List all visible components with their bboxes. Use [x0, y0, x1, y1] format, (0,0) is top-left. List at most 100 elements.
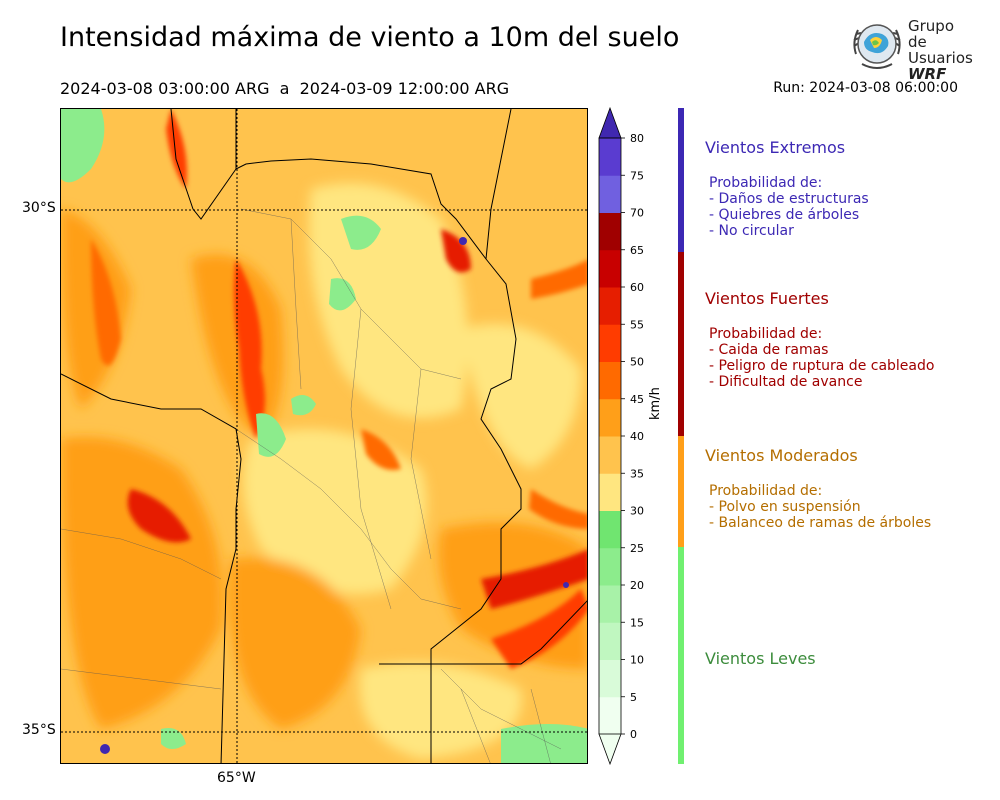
logo-line2: Usuarios	[908, 49, 973, 67]
logo-line1: Grupo de	[908, 17, 954, 51]
colorbar-segment	[599, 361, 621, 400]
colorbar-segment	[599, 585, 621, 623]
category-light-title: Vientos Leves	[705, 649, 816, 668]
category-moderate-line: - Balanceo de ramas de árboles	[709, 515, 932, 531]
boundary-south	[379, 600, 587, 665]
green-patch-andes	[256, 413, 286, 457]
boundary-east	[485, 109, 512, 260]
colorbar-tick-label: 10	[630, 654, 644, 667]
colorbar-tick-label: 15	[630, 616, 644, 629]
colorbar-tick-label: 45	[630, 393, 644, 406]
category-moderate-line: Probabilidad de:	[709, 483, 823, 499]
category-strong: Vientos Fuertes Probabilidad de: - Caida…	[705, 289, 934, 390]
colorbar-svg: 0 5 10 15 20 25 30 35 40 45 50 55 60 65 70 75 80	[598, 106, 644, 766]
red-streak-southwest	[127, 489, 191, 543]
colorbar-segment	[599, 436, 621, 474]
green-patch-south	[161, 728, 186, 749]
light-zone-south	[359, 662, 522, 759]
colorbar-extend-high	[598, 106, 622, 139]
model-run-time: Run: 2024-03-08 06:00:00	[773, 80, 958, 96]
boundary-andes	[170, 109, 522, 763]
colorbar-tick-label: 30	[630, 505, 644, 518]
colorbar-segment	[599, 212, 621, 251]
wind-field	[61, 109, 587, 763]
red-streak-centre	[361, 429, 401, 470]
colorbar-tick-label: 55	[630, 318, 644, 331]
green-patch-north2	[329, 278, 356, 311]
legend-bar-light	[678, 547, 684, 764]
category-extreme-line: - No circular	[709, 223, 794, 239]
category-extreme-line: Probabilidad de:	[709, 175, 823, 191]
globe-wreath-icon	[853, 24, 901, 69]
category-extreme-title: Vientos Extremos	[705, 138, 846, 157]
colorbar-segment	[599, 696, 621, 735]
green-patch-centre	[291, 395, 316, 416]
red-streak-north	[166, 109, 187, 189]
colorbar-tick-label: 70	[630, 207, 644, 220]
category-strong-title: Vientos Fuertes	[705, 289, 829, 308]
colorbar-segment	[599, 175, 621, 213]
colorbar-tick-label: 60	[630, 281, 644, 294]
extreme-wind-spot-1	[459, 237, 467, 245]
category-strong-body: Probabilidad de: - Caida de ramas - Peli…	[705, 326, 934, 390]
lat-label-30s: 30°S	[22, 200, 56, 216]
category-moderate-body: Probabilidad de: - Polvo en suspensión -…	[705, 483, 931, 531]
category-extreme: Vientos Extremos Probabilidad de: - Daño…	[705, 138, 869, 239]
colorbar-segment	[599, 622, 621, 660]
chart-title: Intensidad máxima de viento a 10m del su…	[60, 22, 680, 53]
colorbar-tick-label: 25	[630, 542, 644, 555]
colorbar-tick-label: 5	[630, 691, 637, 704]
wind-map[interactable]	[60, 108, 588, 764]
colorbar-tick-label: 40	[630, 430, 644, 443]
category-extreme-line: - Quiebres de árboles	[709, 207, 860, 223]
category-strong-line: - Dificultad de avance	[709, 374, 863, 390]
legend-bar-extreme	[678, 108, 684, 252]
colorbar-tick-label: 80	[630, 132, 644, 145]
red-streak-southeast2	[529, 489, 587, 529]
category-moderate-title: Vientos Moderados	[705, 446, 858, 465]
extreme-wind-spot-2	[563, 582, 569, 588]
colorbar-extend-low	[598, 733, 622, 766]
strong-zone-southwest	[61, 437, 223, 729]
green-patch-northwest	[61, 109, 105, 183]
colorbar-tick-label: 0	[630, 728, 637, 741]
colorbar-segment	[599, 324, 621, 362]
colorbar-segment	[599, 398, 621, 437]
category-strong-line: - Caida de ramas	[709, 342, 829, 358]
colorbar-tick-label: 50	[630, 356, 644, 369]
light-zone-centre	[243, 429, 427, 594]
red-streak-andes	[234, 259, 265, 439]
colorbar-unit: km/h	[648, 387, 663, 420]
category-moderate-line: - Polvo en suspensión	[709, 499, 861, 515]
colorbar: 0 5 10 15 20 25 30 35 40 45 50 55 60 65 70 75 80	[590, 100, 670, 772]
red-streak-south	[491, 589, 587, 669]
departments-2	[235, 428, 462, 610]
light-zone-east	[461, 324, 581, 469]
red-streak-southeast	[481, 549, 587, 609]
colorbar-segment	[599, 659, 621, 698]
green-patch-southeast	[501, 724, 587, 763]
logo-text: Grupo de Usuarios WRF	[908, 18, 973, 82]
category-light: Vientos Leves	[705, 649, 816, 668]
forecast-period: 2024-03-08 03:00:00 ARG a 2024-03-09 12:…	[60, 79, 510, 98]
departments-4	[61, 528, 222, 690]
red-streak-east	[531, 260, 587, 299]
colorbar-tick-label: 65	[630, 244, 644, 257]
logo-line3: WRF	[908, 65, 947, 83]
wrf-users-group-logo: Grupo de Usuarios WRF	[848, 16, 973, 82]
red-streak-west	[91, 239, 121, 366]
departments-3	[290, 218, 432, 610]
category-extreme-line: - Daños de estructuras	[709, 191, 869, 207]
category-strong-line: - Peligro de ruptura de cableado	[709, 358, 935, 374]
green-patch-north	[341, 215, 381, 250]
legend-bar-strong	[678, 252, 684, 436]
category-moderate: Vientos Moderados Probabilidad de: - Pol…	[705, 446, 931, 531]
red-streak-northeast	[441, 229, 471, 273]
category-extreme-body: Probabilidad de: - Daños de estructuras …	[705, 175, 869, 239]
boundary-west	[61, 373, 242, 763]
lat-label-35s: 35°S	[22, 722, 56, 738]
category-strong-line: Probabilidad de:	[709, 326, 823, 342]
colorbar-segment	[599, 473, 621, 511]
legend-bar-moderate	[678, 436, 684, 547]
colorbar-segment	[599, 249, 621, 288]
